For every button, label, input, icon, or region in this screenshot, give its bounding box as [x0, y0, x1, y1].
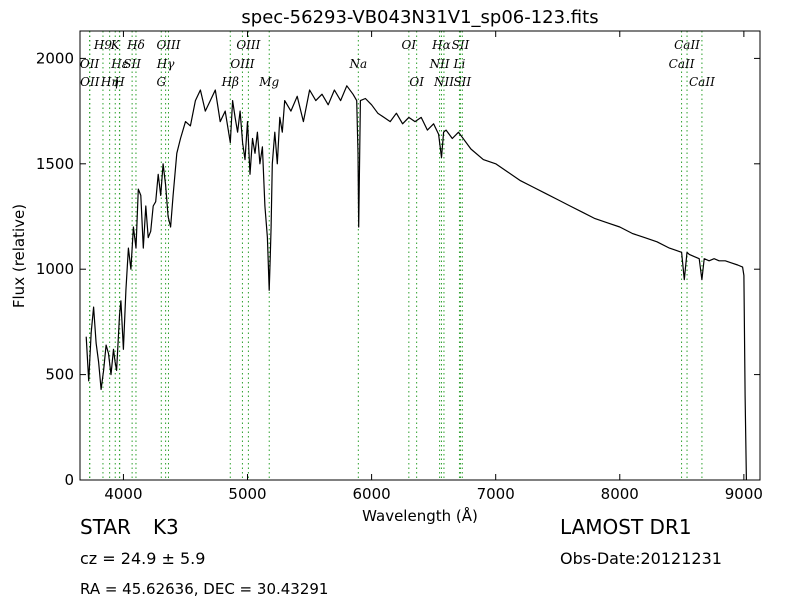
plot-frame — [79, 30, 761, 481]
x-tick-label-5: 9000 — [725, 485, 763, 503]
line-label-27: CaII — [689, 75, 715, 89]
x-tick-label-2: 6000 — [353, 485, 391, 503]
x-axis-label: Wavelength (Å) — [362, 506, 478, 525]
line-label-7: H — [113, 75, 125, 89]
line-label-11: G — [156, 75, 166, 89]
line-label-24: SII — [453, 75, 471, 89]
line-label-18: OI — [409, 75, 424, 89]
y-tick-label-2: 1000 — [36, 260, 74, 278]
line-label-21: NII — [429, 57, 450, 71]
line-label-19: Hα — [431, 38, 451, 52]
x-tick-label-0: 4000 — [104, 485, 142, 503]
y-tick-label-3: 1500 — [36, 155, 74, 173]
line-label-6: SII — [123, 57, 141, 71]
line-label-5: K — [110, 38, 121, 52]
chart-title: spec-56293-VB043N31V1_sp06-123.fits — [241, 7, 598, 28]
cz-value: cz = 24.9 ± 5.9 — [80, 549, 206, 568]
line-label-16: Na — [349, 57, 368, 71]
obs-date: Obs-Date:20121231 — [560, 549, 722, 568]
line-label-15: Mg — [258, 75, 279, 89]
y-axis: 0 500 1000 1500 2000 — [36, 49, 760, 489]
x-tick-label-1: 5000 — [228, 485, 266, 503]
line-label-10: Hγ — [156, 57, 175, 71]
ra-dec-value: RA = 45.62636, DEC = 30.43291 — [80, 580, 329, 598]
class-label: STAR — [80, 515, 131, 539]
line-label-22: Li — [453, 57, 466, 71]
spectrum-series — [85, 85, 747, 481]
line-label-2: OII — [80, 75, 100, 89]
x-tick-label-3: 7000 — [477, 485, 515, 503]
line-label-9: OIII — [156, 38, 180, 52]
object-class-label: STAR K3 — [80, 515, 179, 539]
line-label-25: CaII — [674, 38, 700, 52]
y-axis-label: Flux (relative) — [10, 204, 28, 308]
spectrum-line — [85, 85, 747, 481]
line-label-8: Hδ — [126, 38, 145, 52]
line-label-20: SII — [452, 38, 470, 52]
x-axis: 4000 5000 6000 7000 8000 9000 — [104, 31, 763, 503]
line-label-17: OI — [402, 38, 417, 52]
subclass-label: K3 — [152, 515, 179, 539]
line-label-3: Hη — [100, 75, 119, 89]
line-label-23: NII — [433, 75, 454, 89]
y-tick-label-0: 0 — [64, 471, 74, 489]
y-tick-label-1: 500 — [45, 366, 74, 384]
line-label-12: OIII — [236, 38, 260, 52]
line-label-14: Hβ — [221, 75, 239, 89]
line-label-26: CaII — [669, 57, 695, 71]
y-tick-label-4: 2000 — [36, 49, 74, 67]
line-label-0: H9 — [93, 38, 112, 52]
line-label-13: OIII — [230, 57, 254, 71]
survey-label: LAMOST DR1 — [560, 515, 692, 539]
x-tick-label-4: 8000 — [601, 485, 639, 503]
